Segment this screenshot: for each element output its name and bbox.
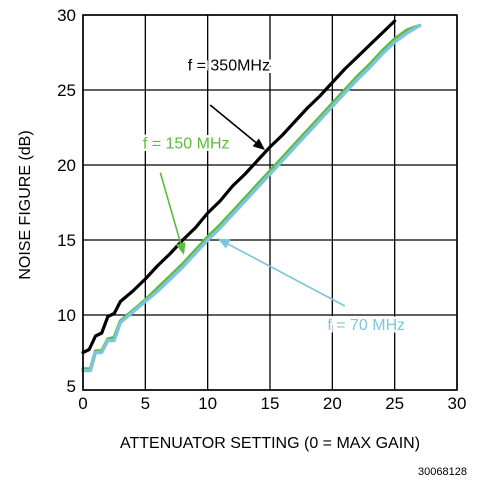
annotation-label-350mhz: f = 350MHz [188,58,270,75]
y-tick-labels: 5 10 15 20 25 30 [57,6,76,396]
x-tick-label: 10 [198,394,217,413]
annotation-arrowhead-70mhz [217,238,231,249]
annotation-label-70mhz: f = 70 MHz [327,317,405,334]
annotation-label-150mhz: f = 150 MHz [143,136,230,153]
y-tick-label: 10 [57,306,76,325]
series-layer [81,19,422,373]
annotation-halo-350mhz: f = 350MHz [188,58,270,75]
y-tick-label: 20 [57,156,76,175]
series-line-350mhz [81,19,397,355]
annotation-arrow-70mhz [227,243,346,307]
annotation-arrow-350mhz [209,104,257,144]
figure-id: 30068128 [418,466,467,478]
plot-frame [82,14,458,391]
y-tick-label: 30 [57,6,76,25]
x-tick-label: 30 [448,394,467,413]
annotation-arrowhead-150mhz [175,242,186,255]
y-tick-label: 15 [57,231,76,250]
annotation-arrowhead-350mhz [252,138,265,150]
x-tick-label: 20 [323,394,342,413]
x-tick-label: 15 [261,394,280,413]
x-tick-label: 0 [78,394,87,413]
y-axis-label: NOISE FIGURE (dB) [17,130,34,279]
annotation-halo-150mhz: f = 150 MHz [143,136,230,153]
x-axis-label: ATTENUATOR SETTING (0 = MAX GAIN) [120,435,420,452]
annotation-arrow-150mhz [159,172,182,244]
x-tick-label: 25 [385,394,404,413]
x-tick-label: 5 [141,394,150,413]
x-tick-labels: 0 5 10 15 20 25 30 [78,394,466,413]
annotation-halo-70mhz: f = 70 MHz [327,317,405,334]
y-tick-label: 25 [57,81,76,100]
series-line-70mhz [81,23,422,373]
y-tick-label: 5 [67,377,76,396]
